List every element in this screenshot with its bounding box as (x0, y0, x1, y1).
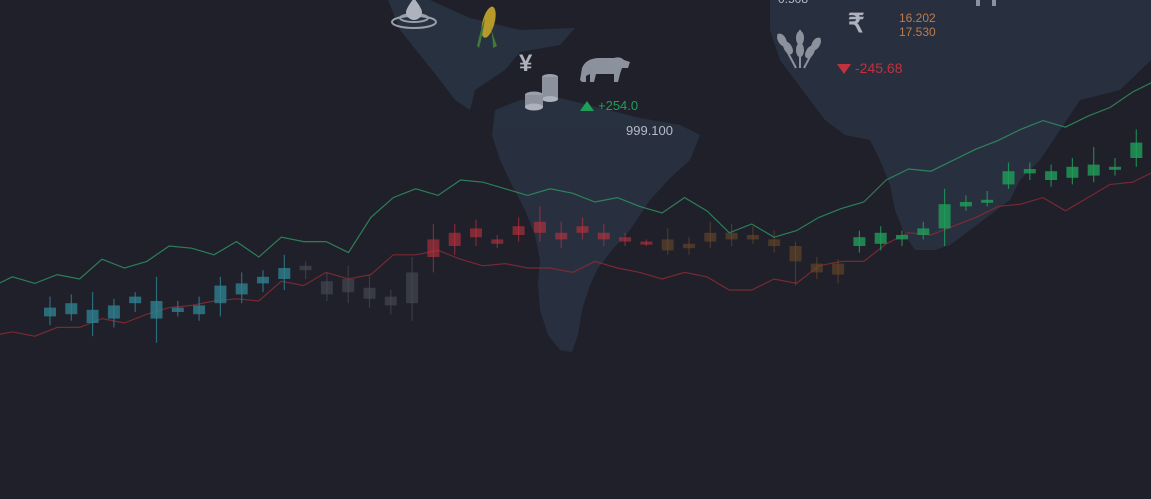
candle-body (981, 199, 994, 203)
candle-body (86, 309, 99, 323)
candle-body (1087, 164, 1100, 176)
coin-stack-icon (525, 74, 558, 111)
corn-icon (477, 6, 497, 48)
candle-body (768, 239, 781, 246)
loss-ticker: -245.68 (837, 60, 902, 76)
central-america-landmass (388, 0, 575, 110)
world-map (388, 0, 1151, 352)
candle-body (938, 204, 951, 229)
loss-value: -245.68 (855, 60, 903, 76)
candle-body (1066, 166, 1079, 178)
candle-body (832, 263, 845, 275)
candle-body (853, 237, 866, 246)
candlestick-series (44, 129, 1143, 343)
yen-symbol: ¥ (519, 50, 533, 77)
gain-ticker: +254.0 (580, 98, 638, 113)
candle-body (406, 272, 419, 304)
candle-body (491, 239, 504, 244)
rate-pair: 16.202 17.530 (899, 11, 936, 39)
candle-body (427, 239, 440, 257)
candle-body (342, 279, 355, 293)
candle-body (384, 296, 397, 306)
red-series-line (0, 172, 1151, 337)
wheat-icon (777, 30, 821, 69)
green-series-line (0, 82, 1151, 285)
candle-body (150, 301, 163, 319)
candle-body (320, 281, 333, 295)
candle-body (725, 232, 738, 240)
candle-body (278, 268, 291, 279)
candle-body (640, 241, 653, 245)
candle-body (512, 226, 525, 235)
candle-body (107, 305, 120, 319)
candle-body (257, 276, 269, 284)
candle-body (1045, 171, 1058, 180)
candle-body (214, 285, 227, 304)
quote-ticker: 999.100 (626, 123, 673, 138)
rate-pair-top: 16.202 (899, 11, 936, 25)
candle-body (65, 303, 78, 315)
candle-body (597, 232, 610, 240)
candle-body (44, 307, 56, 317)
candle-body (363, 287, 376, 299)
candle-body (746, 235, 759, 240)
candle-body (1002, 171, 1015, 185)
oil-drop-icon (391, 0, 437, 29)
candle-body (619, 237, 632, 242)
candle-body (470, 228, 482, 238)
candle-body (171, 307, 184, 312)
candle-body (661, 239, 674, 251)
candle-body (533, 221, 546, 233)
arrow-down-icon (837, 64, 851, 74)
candle-body (576, 226, 589, 233)
candle-body (193, 305, 206, 315)
gain-value: +254.0 (598, 98, 639, 113)
candle-body (1109, 166, 1121, 170)
candle-body (704, 232, 717, 242)
candle-body (1130, 142, 1143, 158)
south-america-landmass (492, 98, 700, 352)
bear-icon (580, 57, 630, 82)
candle-body (896, 235, 908, 240)
candle-body (129, 296, 142, 304)
candle-body (448, 232, 461, 246)
candle-body (555, 232, 568, 240)
candle-body (959, 202, 972, 207)
rate-pair-bottom: 17.530 (899, 25, 936, 39)
red-series-polyline (0, 172, 1151, 337)
candle-body (299, 265, 312, 271)
partial-ticker: 0.508 (778, 0, 808, 6)
candle-body (789, 246, 802, 262)
candle-body (235, 283, 248, 295)
green-series-polyline (0, 82, 1151, 285)
arrow-up-icon (580, 101, 594, 111)
candle-body (917, 228, 930, 235)
rupee-symbol: ₹ (848, 8, 865, 38)
partial-icon (976, 0, 996, 6)
candle-body (1023, 169, 1036, 174)
candle-body (810, 263, 823, 273)
candle-body (874, 232, 887, 244)
candle-body (683, 243, 695, 249)
africa-landmass (770, 0, 1151, 250)
